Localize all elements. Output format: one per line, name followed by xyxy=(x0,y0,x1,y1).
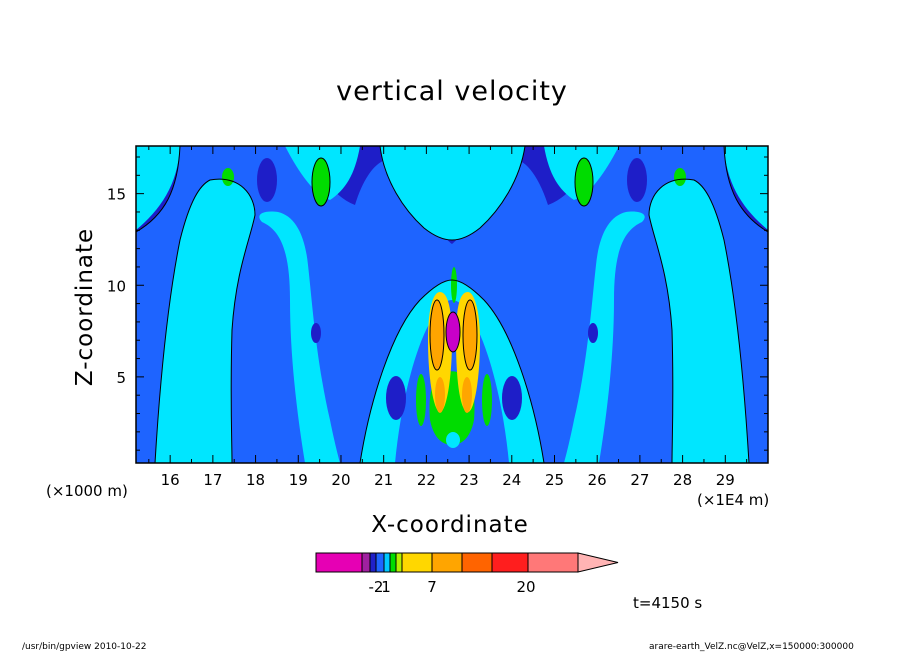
x-tick-label: 28 xyxy=(673,471,692,489)
x-tick-label: 23 xyxy=(460,471,479,489)
contour-line xyxy=(723,146,768,233)
contour-region-green xyxy=(482,374,492,426)
contour-line xyxy=(462,299,478,371)
contour-region-cyan xyxy=(136,146,180,230)
contour-line xyxy=(574,157,594,207)
footer-left: /usr/bin/gpview 2010-10-22 xyxy=(22,642,147,652)
contour-region-cyan xyxy=(564,211,645,463)
x-axis-unit-right: (×1E4 m) xyxy=(697,491,770,509)
colorbar-cell xyxy=(389,552,397,573)
contour-region-navy xyxy=(311,323,321,343)
x-tick-label: 27 xyxy=(630,471,649,489)
x-tick-label: 24 xyxy=(502,471,521,489)
contour-region-cyan xyxy=(649,179,749,463)
contour-line xyxy=(648,178,750,463)
contour-region-cyan xyxy=(724,146,768,230)
colorbar-cell xyxy=(527,552,579,573)
contour-line xyxy=(136,146,181,233)
contour-region-green xyxy=(416,374,426,426)
contour-region-navy xyxy=(257,158,277,202)
colorbar-cell xyxy=(369,552,377,573)
x-tick-label: 16 xyxy=(161,471,180,489)
contour-region-navy xyxy=(627,158,647,202)
x-tick-label: 26 xyxy=(588,471,607,489)
colorbar-label: 1 xyxy=(381,578,391,596)
contour-region-green xyxy=(575,158,593,206)
colorbar-label: -2 xyxy=(369,578,384,596)
contour-region-green xyxy=(451,267,457,303)
x-tick-label: 17 xyxy=(203,471,222,489)
contour-line xyxy=(429,299,445,371)
contour-region-orange xyxy=(463,300,477,370)
colorbar-cell xyxy=(461,552,493,573)
x-tick-label: 22 xyxy=(417,471,436,489)
y-tick-label: 15 xyxy=(107,186,126,204)
colorbar-label: 7 xyxy=(427,578,437,596)
contour-line xyxy=(445,311,461,353)
y-tick-label: 5 xyxy=(116,369,126,387)
contour-region-green xyxy=(312,158,330,206)
contour-region-navy xyxy=(502,376,522,420)
contour-region-navy xyxy=(588,323,598,343)
contour-field xyxy=(136,146,768,463)
contour-line xyxy=(359,279,545,463)
contour-region-orange xyxy=(435,377,445,413)
colorbar: -21 7 20 xyxy=(315,552,619,596)
footer-right: arare-earth_VelZ.nc@VelZ,x=150000:300000 xyxy=(649,642,854,652)
x-tick-label: 18 xyxy=(246,471,265,489)
x-axis-label: X-coordinate xyxy=(371,512,529,538)
contour-region-green xyxy=(674,168,686,186)
colorbar-cell xyxy=(375,552,385,573)
colorbar-label: 20 xyxy=(516,578,535,596)
colorbar-cell xyxy=(431,552,463,573)
time-label: t=4150 s xyxy=(633,594,703,612)
x-tick-label: 21 xyxy=(374,471,393,489)
y-tick-label: 10 xyxy=(107,277,126,295)
contour-region-orange xyxy=(462,377,472,413)
contour-region-cyan xyxy=(155,179,255,463)
colorbar-cell xyxy=(491,552,529,573)
contour-region-orange xyxy=(430,300,444,370)
colorbar-cell xyxy=(361,552,371,573)
colorbar-cell xyxy=(395,552,403,573)
x-tick-label: 19 xyxy=(289,471,308,489)
colorbar-cell xyxy=(401,552,433,573)
y-axis: 5 10 15 xyxy=(107,156,768,451)
contour-line xyxy=(311,157,331,207)
contour-line xyxy=(379,146,526,241)
x-tick-label: 25 xyxy=(545,471,564,489)
x-axis: 16 17 18 19 20 21 22 23 24 25 26 27 28 29 xyxy=(148,146,748,489)
contour-line xyxy=(154,178,256,463)
plot-frame xyxy=(135,145,769,464)
contour-region-cyan xyxy=(259,211,340,463)
contour-region-green xyxy=(222,168,234,186)
colorbar-cell xyxy=(383,552,391,573)
x-tick-label: 29 xyxy=(716,471,735,489)
colorbar-arrow xyxy=(577,552,619,573)
chart-title: vertical velocity xyxy=(336,76,568,107)
contour-region-navy xyxy=(386,376,406,420)
x-axis-unit-left: (×1000 m) xyxy=(46,482,128,500)
contour-region-magenta xyxy=(446,312,460,352)
colorbar-cell xyxy=(315,552,363,573)
contour-region-cyan xyxy=(446,432,460,448)
contour-region-cyan xyxy=(380,146,525,240)
x-tick-label: 20 xyxy=(331,471,350,489)
